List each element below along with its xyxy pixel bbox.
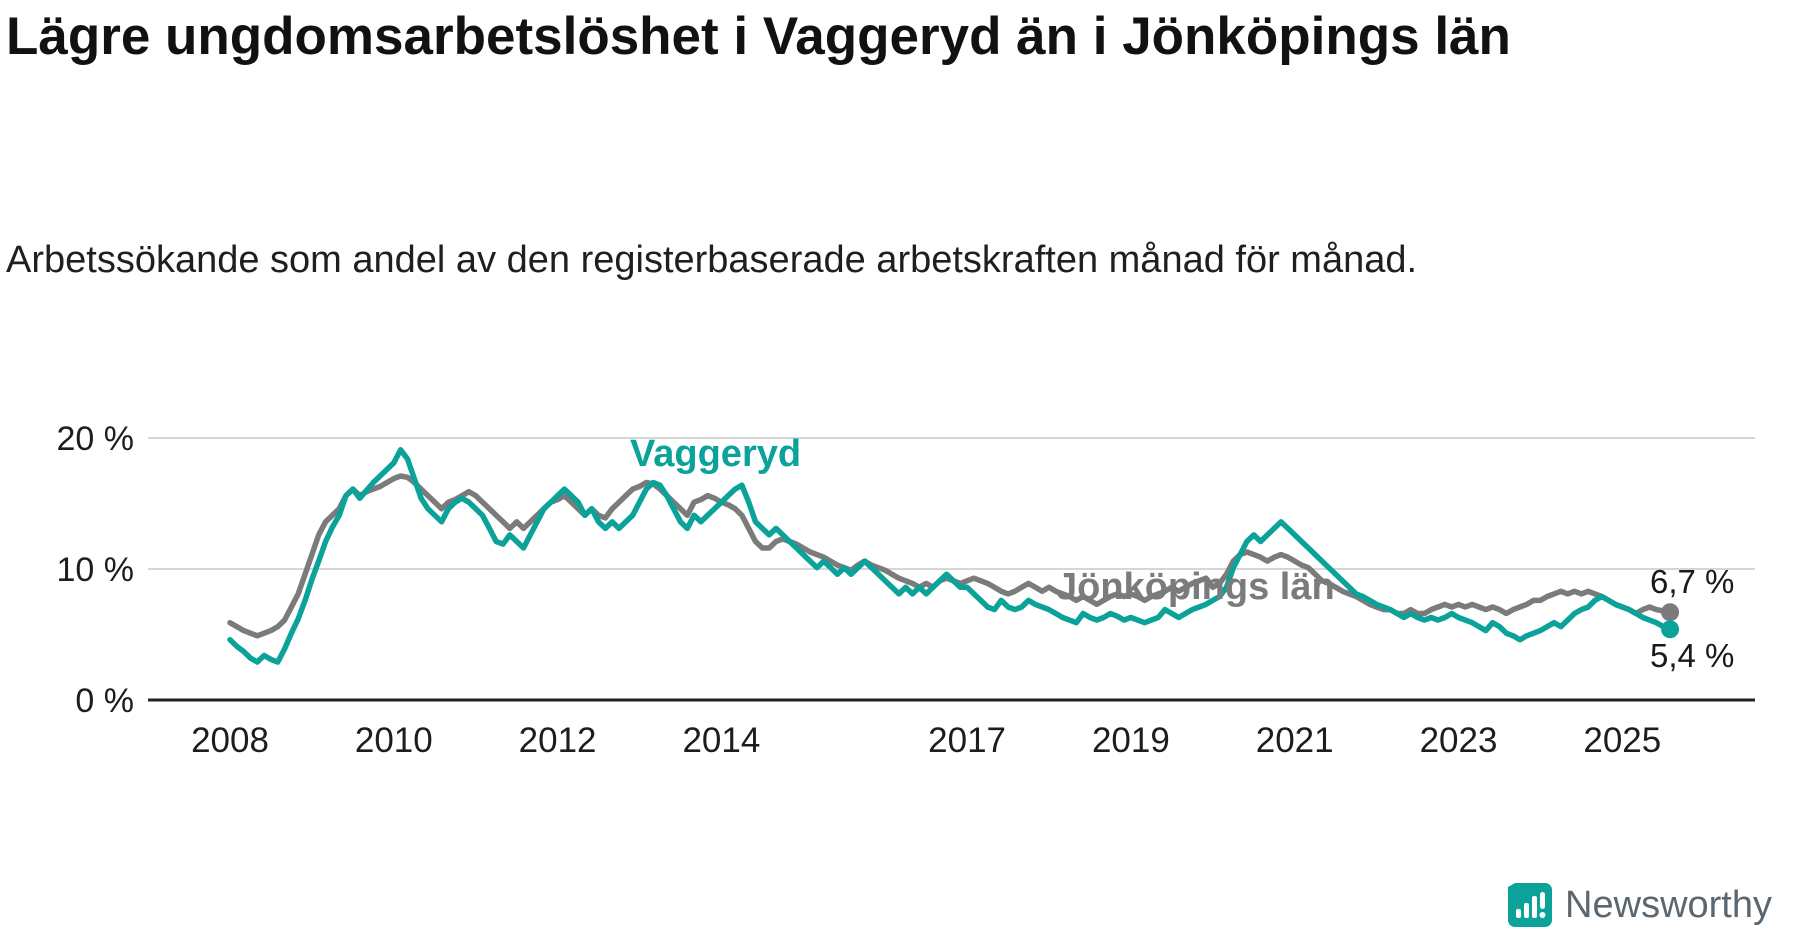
chart-subtitle: Arbetssökande som andel av den registerb… <box>6 239 1418 281</box>
brand-name: Newsworthy <box>1565 883 1772 926</box>
svg-text:2023: 2023 <box>1420 721 1498 760</box>
svg-text:2025: 2025 <box>1583 721 1661 760</box>
series-label-vaggeryd: Vaggeryd <box>630 433 802 475</box>
newsworthy-logo-icon <box>1507 882 1553 928</box>
chart-title: Lägre ungdomsarbetslöshet i Vaggeryd än … <box>6 7 1511 66</box>
svg-text:10 %: 10 % <box>57 551 135 589</box>
svg-text:2017: 2017 <box>928 721 1006 760</box>
end-value-vaggeryd: 5,4 % <box>1650 637 1735 674</box>
svg-text:2012: 2012 <box>519 721 597 760</box>
newsworthy-branding: Newsworthy <box>1507 882 1772 928</box>
svg-text:2010: 2010 <box>355 721 433 760</box>
svg-text:2014: 2014 <box>682 721 760 760</box>
svg-text:0 %: 0 % <box>75 682 134 720</box>
svg-text:2019: 2019 <box>1092 721 1170 760</box>
end-value-jonkopings-lan: 6,7 % <box>1650 563 1735 600</box>
series-label-jonkopings-lan: Jönköpings län <box>1056 566 1335 608</box>
svg-text:20 %: 20 % <box>57 420 135 458</box>
svg-text:2008: 2008 <box>191 721 269 760</box>
svg-text:2021: 2021 <box>1256 721 1334 760</box>
